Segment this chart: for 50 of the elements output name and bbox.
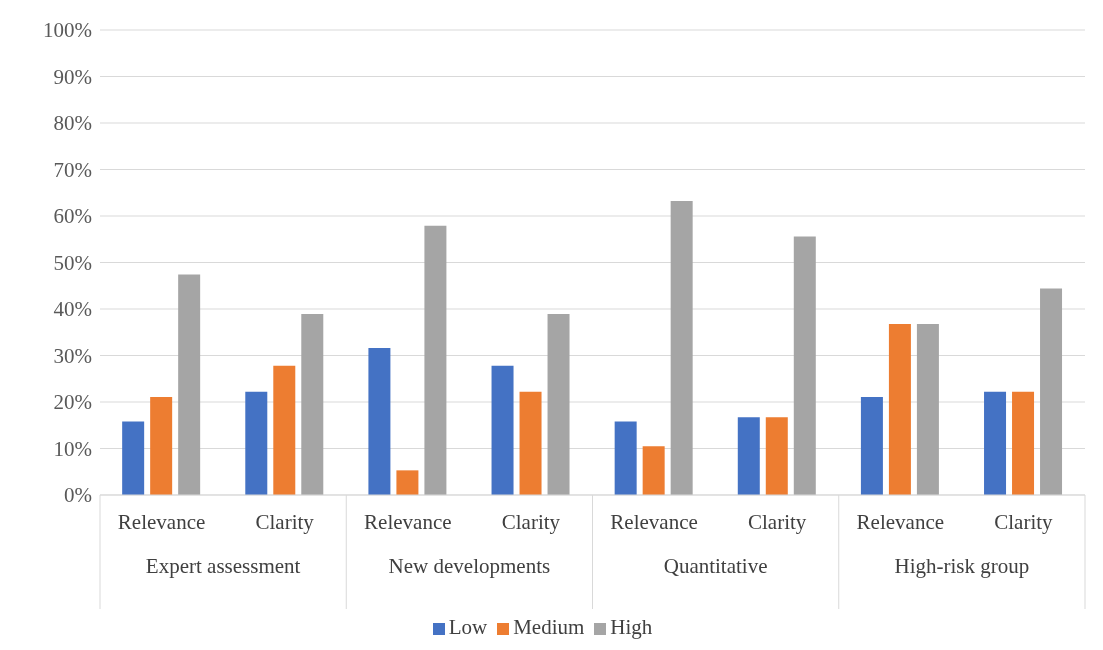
bar [670,201,693,495]
y-tick-label: 0% [64,483,92,508]
y-tick-label: 100% [43,18,92,43]
bar [1040,288,1063,495]
bar [916,323,939,495]
bar [424,225,447,495]
bar [888,323,911,495]
bar [122,421,145,495]
bar [245,391,268,495]
bar [737,417,760,495]
bar [1012,391,1035,495]
bar [860,396,883,495]
x-tick-label: Relevance [610,510,698,534]
text: High-risk group [894,554,1030,578]
legend-label: Medium [513,615,585,639]
bar [301,314,324,495]
legend-label: Low [448,615,488,639]
x-tick-label: Clarity [994,510,1054,534]
y-tick-label: 20% [53,390,92,415]
y-tick-label: 70% [53,157,92,182]
text: New developments [388,554,551,578]
bar [178,274,201,495]
bar [547,314,570,495]
y-tick-label: 90% [53,64,92,89]
bar [793,236,816,495]
bar [368,348,391,495]
x-tick-label: Clarity [501,510,561,534]
bar [491,365,514,495]
y-tick-label: 30% [53,343,92,368]
bar [396,470,419,495]
bar [150,396,173,495]
y-tick-label: 50% [53,250,92,275]
x-tick-label: Clarity [748,510,807,534]
y-tick-label: 40% [53,297,92,322]
x-tick-label: Clarity [255,510,315,534]
y-tick-label: 80% [53,111,92,136]
legend-label: High [610,615,653,639]
bar [273,365,296,495]
text: Expert assessment [145,554,301,578]
x-tick-label: Relevance [117,510,206,534]
bar [642,446,665,495]
bar [614,421,637,495]
bar [519,391,542,495]
bar [765,417,788,495]
x-tick-label: Relevance [364,510,452,534]
text: Quantitative [663,554,768,578]
bar [984,391,1007,495]
x-tick-label: Relevance [856,510,945,534]
y-tick-label: 10% [53,436,92,461]
y-tick-label: 60% [53,204,92,229]
